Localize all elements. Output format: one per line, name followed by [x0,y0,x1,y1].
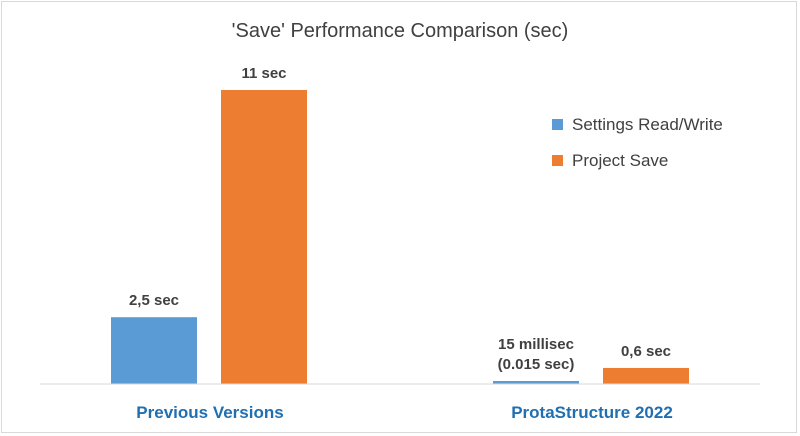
bar-project-0 [221,90,307,384]
legend-entry: Project Save [572,151,668,170]
data-label: 0,6 sec [621,343,671,360]
category-label: Previous Versions [136,403,283,422]
data-label: 11 sec [241,65,286,82]
bar-settings-0 [111,317,197,384]
legend: Settings Read/Write Project Save [552,115,723,170]
legend-swatch [552,119,563,130]
legend-entry: Settings Read/Write [572,115,723,134]
data-label: 2,5 sec [129,292,179,309]
data-labels-layer: 2,5 sec 15 millisec (0.015 sec) 11 sec 0,6 s… [129,65,671,373]
category-labels-layer: Previous Versions ProtaStructure 2022 [136,403,672,422]
bar-project-1 [603,367,689,384]
chart-title: 'Save' Performance Comparison (sec) [232,20,569,42]
legend-swatch [552,155,563,166]
data-label: (0.015 sec) [498,356,575,373]
bar-settings-1 [493,381,579,384]
data-label: 15 millisec [498,336,574,353]
category-label: ProtaStructure 2022 [511,403,673,422]
bars-layer [111,90,689,384]
